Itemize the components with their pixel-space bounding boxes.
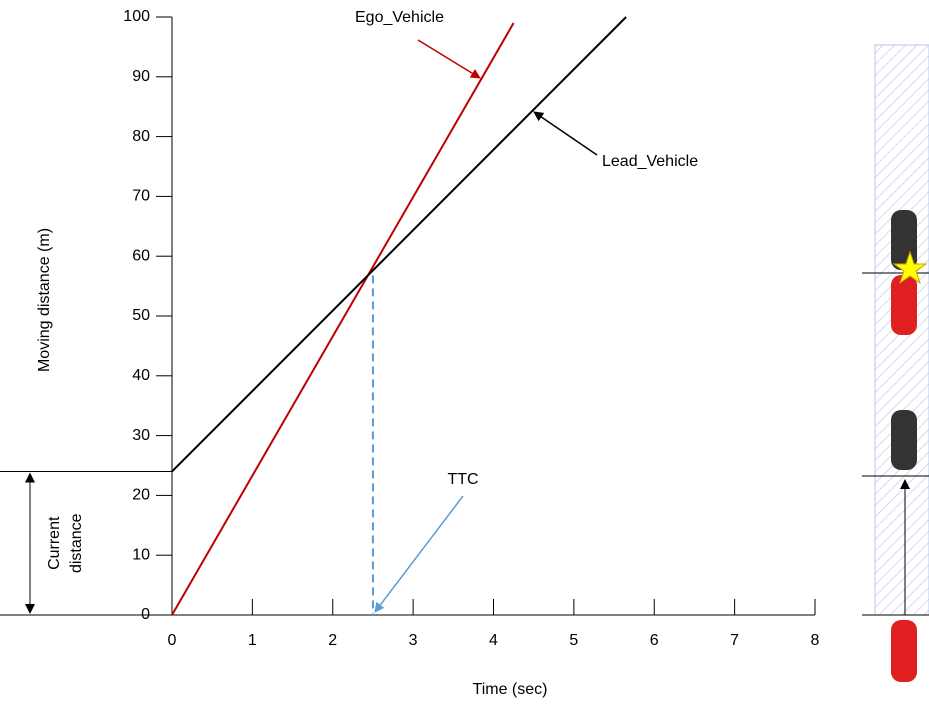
y-tick-label: 100 — [123, 8, 150, 25]
y-tick-label: 50 — [132, 307, 150, 324]
lead-car — [891, 410, 917, 470]
ttc-label: TTC — [447, 471, 478, 488]
label-arrow — [417, 39, 481, 79]
ttc-arrow — [374, 495, 464, 613]
collision-star — [892, 250, 928, 285]
series-label: Ego_Vehicle — [355, 9, 444, 26]
x-tick-label: 6 — [650, 632, 659, 649]
y-axis-title: Moving distance (m) — [36, 228, 53, 372]
y-tick-label: 30 — [132, 427, 150, 444]
y-tick-label: 70 — [132, 188, 150, 205]
ego-car — [891, 620, 917, 682]
y-tick-label: 20 — [132, 487, 150, 504]
x-tick-label: 2 — [328, 632, 337, 649]
current-distance-label: Current — [46, 516, 63, 570]
label-arrow — [533, 111, 598, 156]
y-tick-label: 80 — [132, 128, 150, 145]
x-tick-label: 3 — [409, 632, 418, 649]
y-tick-label: 0 — [141, 606, 150, 623]
current-distance-label: distance — [68, 513, 85, 573]
x-tick-label: 0 — [168, 632, 177, 649]
ego-car — [891, 275, 917, 335]
x-tick-label: 8 — [811, 632, 820, 649]
series-line — [171, 16, 627, 473]
y-tick-label: 90 — [132, 68, 150, 85]
y-tick-label: 10 — [132, 546, 150, 563]
road-illustration — [862, 44, 929, 682]
x-axis-title: Time (sec) — [473, 681, 548, 698]
x-tick-label: 7 — [730, 632, 739, 649]
x-tick-label: 5 — [569, 632, 578, 649]
series-line — [171, 22, 515, 616]
x-tick-label: 1 — [248, 632, 257, 649]
series-label: Lead_Vehicle — [602, 153, 698, 170]
x-tick-label: 4 — [489, 632, 498, 649]
y-tick-label: 40 — [132, 367, 150, 384]
y-tick-label: 60 — [132, 247, 150, 264]
